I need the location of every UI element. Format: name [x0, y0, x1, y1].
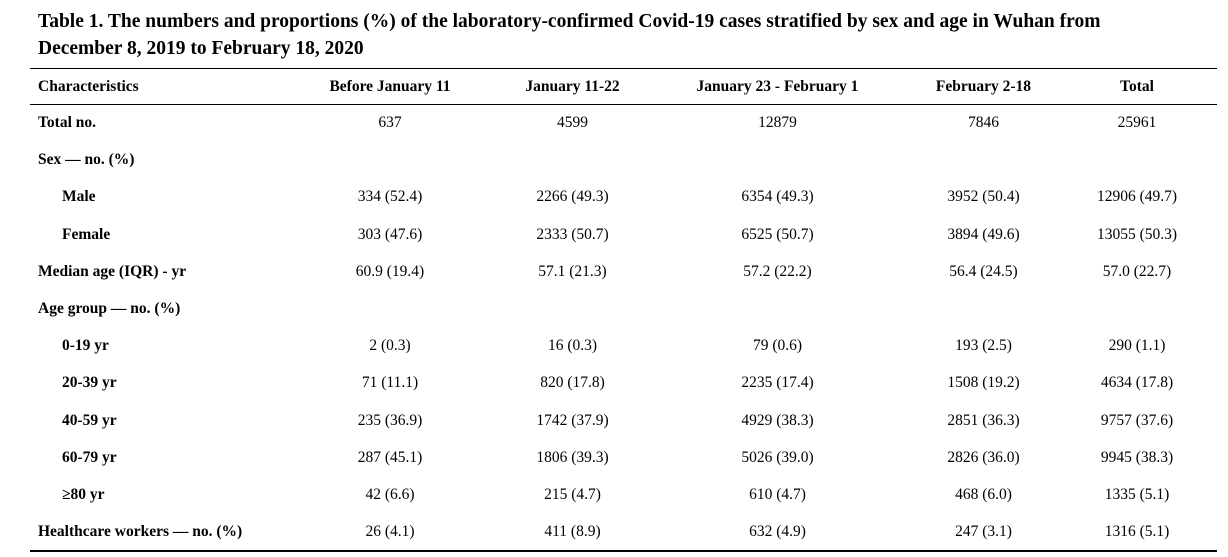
table-cell: 215 (4.7) — [500, 476, 645, 513]
table-cell: 13055 (50.3) — [1057, 216, 1217, 253]
table-cell: 2826 (36.0) — [910, 439, 1057, 476]
table-row: 0-19 yr 2 (0.3) 16 (0.3) 79 (0.6) 193 (2.5) 2… — [30, 328, 1217, 365]
table-cell: 12906 (49.7) — [1057, 179, 1217, 216]
table-row: Sex — no. (%) — [30, 142, 1217, 179]
data-table: Characteristics Before January 11 Januar… — [30, 68, 1217, 552]
table-cell: 632 (4.9) — [645, 514, 910, 551]
table-row: 20-39 yr 71 (11.1) 820 (17.8) 2235 (17.4) 15… — [30, 365, 1217, 402]
table-row: Median age (IQR) - yr 60.9 (19.4) 57.1 (21… — [30, 253, 1217, 290]
column-header-jan-23-feb-1: January 23 - February 1 — [645, 69, 910, 105]
column-header-before-jan-11: Before January 11 — [280, 69, 500, 105]
table-cell: 247 (3.1) — [910, 514, 1057, 551]
table-cell: 6354 (49.3) — [645, 179, 910, 216]
table-row: ≥80 yr 42 (6.6) 215 (4.7) 610 (4.7) 468 (6.0… — [30, 476, 1217, 513]
table-cell: 25961 — [1057, 105, 1217, 142]
table-cell: 60.9 (19.4) — [280, 253, 500, 290]
table-cell: 287 (45.1) — [280, 439, 500, 476]
table-caption: Table 1. The numbers and proportions (%)… — [38, 8, 1208, 62]
table-cell — [500, 142, 645, 179]
header-row: Characteristics Before January 11 Januar… — [30, 69, 1217, 105]
column-header-total: Total — [1057, 69, 1217, 105]
table-row: Male 334 (52.4) 2266 (49.3) 6354 (49.3) 3952… — [30, 179, 1217, 216]
table-cell: 4929 (38.3) — [645, 402, 910, 439]
table-cell: 56.4 (24.5) — [910, 253, 1057, 290]
table-cell: 3952 (50.4) — [910, 179, 1057, 216]
column-header-characteristics: Characteristics — [30, 69, 280, 105]
table-cell: 26 (4.1) — [280, 514, 500, 551]
table-cell: 4599 — [500, 105, 645, 142]
row-label: Male — [30, 179, 280, 216]
table-row: Total no. 637 4599 12879 7846 25961 — [30, 105, 1217, 142]
table-cell: 7846 — [910, 105, 1057, 142]
table-cell — [910, 290, 1057, 327]
table-cell: 334 (52.4) — [280, 179, 500, 216]
table-cell: 57.0 (22.7) — [1057, 253, 1217, 290]
table-cell — [645, 290, 910, 327]
table-cell: 16 (0.3) — [500, 328, 645, 365]
row-label: 0-19 yr — [30, 328, 280, 365]
table-cell: 1335 (5.1) — [1057, 476, 1217, 513]
row-label: Female — [30, 216, 280, 253]
row-label: ≥80 yr — [30, 476, 280, 513]
table-cell — [910, 142, 1057, 179]
table-cell: 79 (0.6) — [645, 328, 910, 365]
table-cell: 9945 (38.3) — [1057, 439, 1217, 476]
table-cell: 1806 (39.3) — [500, 439, 645, 476]
row-label: Healthcare workers — no. (%) — [30, 514, 280, 551]
table-cell — [1057, 142, 1217, 179]
row-label: Total no. — [30, 105, 280, 142]
table-cell: 12879 — [645, 105, 910, 142]
table-cell: 610 (4.7) — [645, 476, 910, 513]
table-cell: 42 (6.6) — [280, 476, 500, 513]
table-cell: 411 (8.9) — [500, 514, 645, 551]
table-cell: 303 (47.6) — [280, 216, 500, 253]
table-cell: 1508 (19.2) — [910, 365, 1057, 402]
table-cell: 57.2 (22.2) — [645, 253, 910, 290]
table-cell: 1316 (5.1) — [1057, 514, 1217, 551]
table-cell: 1742 (37.9) — [500, 402, 645, 439]
table-cell: 9757 (37.6) — [1057, 402, 1217, 439]
table-row: 40-59 yr 235 (36.9) 1742 (37.9) 4929 (38.3)… — [30, 402, 1217, 439]
table-cell: 2851 (36.3) — [910, 402, 1057, 439]
table-cell: 71 (11.1) — [280, 365, 500, 402]
table-cell: 468 (6.0) — [910, 476, 1057, 513]
table-cell — [280, 290, 500, 327]
table-cell: 235 (36.9) — [280, 402, 500, 439]
table-cell: 57.1 (21.3) — [500, 253, 645, 290]
caption-line-1: Table 1. The numbers and proportions (%)… — [38, 8, 1208, 35]
table-cell: 820 (17.8) — [500, 365, 645, 402]
table-cell: 6525 (50.7) — [645, 216, 910, 253]
column-header-feb-2-18: February 2-18 — [910, 69, 1057, 105]
caption-line-2: December 8, 2019 to February 18, 2020 — [38, 35, 1208, 62]
row-label: Age group — no. (%) — [30, 290, 280, 327]
row-label: 60-79 yr — [30, 439, 280, 476]
table-cell: 3894 (49.6) — [910, 216, 1057, 253]
table-cell: 2333 (50.7) — [500, 216, 645, 253]
row-label: 40-59 yr — [30, 402, 280, 439]
row-label: Sex — no. (%) — [30, 142, 280, 179]
table-cell — [1057, 290, 1217, 327]
table-cell: 4634 (17.8) — [1057, 365, 1217, 402]
table-cell: 2266 (49.3) — [500, 179, 645, 216]
table-row: Female 303 (47.6) 2333 (50.7) 6525 (50.7) 38… — [30, 216, 1217, 253]
table-cell: 637 — [280, 105, 500, 142]
table-cell: 290 (1.1) — [1057, 328, 1217, 365]
table-row: 60-79 yr 287 (45.1) 1806 (39.3) 5026 (39.0)… — [30, 439, 1217, 476]
table-cell: 193 (2.5) — [910, 328, 1057, 365]
table-cell — [280, 142, 500, 179]
table-row: Healthcare workers — no. (%) 26 (4.1) 411 … — [30, 514, 1217, 551]
table-row: Age group — no. (%) — [30, 290, 1217, 327]
table-cell: 2 (0.3) — [280, 328, 500, 365]
row-label: 20-39 yr — [30, 365, 280, 402]
column-header-jan-11-22: January 11-22 — [500, 69, 645, 105]
table-cell — [500, 290, 645, 327]
row-label: Median age (IQR) - yr — [30, 253, 280, 290]
table-cell — [645, 142, 910, 179]
table-body: Total no. 637 4599 12879 7846 25961 Sex — no. … — [30, 105, 1217, 551]
table-cell: 2235 (17.4) — [645, 365, 910, 402]
table-cell: 5026 (39.0) — [645, 439, 910, 476]
